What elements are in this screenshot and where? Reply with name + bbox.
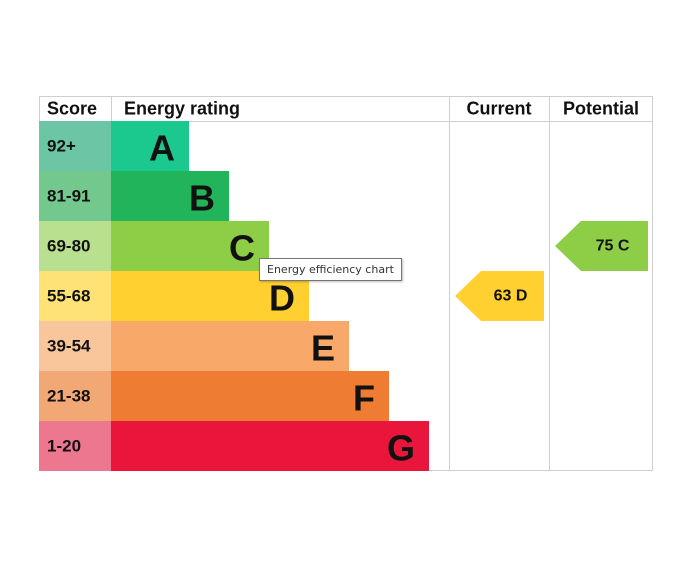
rating-indicators: 63 D 75 C	[455, 221, 648, 321]
score-label-e: 39-54	[47, 337, 91, 356]
score-cell-b	[39, 171, 111, 221]
score-label-g: 1-20	[47, 437, 81, 456]
score-cell-d	[39, 271, 111, 321]
chart-header: Score Energy rating Current Potential	[47, 99, 639, 119]
score-label-f: 21-38	[47, 387, 90, 406]
rating-bar-f	[111, 371, 389, 421]
header-potential: Potential	[563, 99, 639, 119]
score-cell-f	[39, 371, 111, 421]
rating-letter-d: D	[269, 278, 295, 319]
score-cell-e	[39, 321, 111, 371]
score-label-b: 81-91	[47, 187, 90, 206]
score-cell-a	[39, 121, 111, 171]
potential-rating-value: 75 C	[596, 238, 630, 255]
score-cell-c	[39, 221, 111, 271]
score-cell-g	[39, 421, 111, 471]
current-rating-value: 63 D	[494, 288, 528, 305]
rating-letter-c: C	[229, 228, 255, 269]
rating-bar-c	[111, 221, 269, 271]
header-current: Current	[466, 99, 531, 119]
score-label-a: 92+	[47, 137, 76, 156]
score-label-c: 69-80	[47, 237, 90, 256]
header-score: Score	[47, 99, 97, 119]
rating-bands: 92+ A 81-91 B 69-80 C 55-68 D 39-54 E 21-38 F 1-20 G	[39, 121, 429, 471]
rating-bar-g	[111, 421, 429, 471]
rating-bar-a	[111, 121, 189, 171]
score-label-d: 55-68	[47, 287, 90, 306]
rating-letter-f: F	[353, 378, 375, 419]
potential-rating-arrow	[555, 221, 648, 271]
rating-letter-a: A	[149, 128, 175, 169]
rating-bar-e	[111, 321, 349, 371]
rating-letter-b: B	[189, 178, 215, 219]
current-rating-arrow	[455, 271, 544, 321]
header-energy-rating: Energy rating	[124, 99, 240, 119]
rating-letter-e: E	[311, 328, 335, 369]
rating-bar-b	[111, 171, 229, 221]
rating-letter-g: G	[387, 428, 415, 469]
chart-tooltip: Energy efficiency chart	[259, 258, 402, 281]
